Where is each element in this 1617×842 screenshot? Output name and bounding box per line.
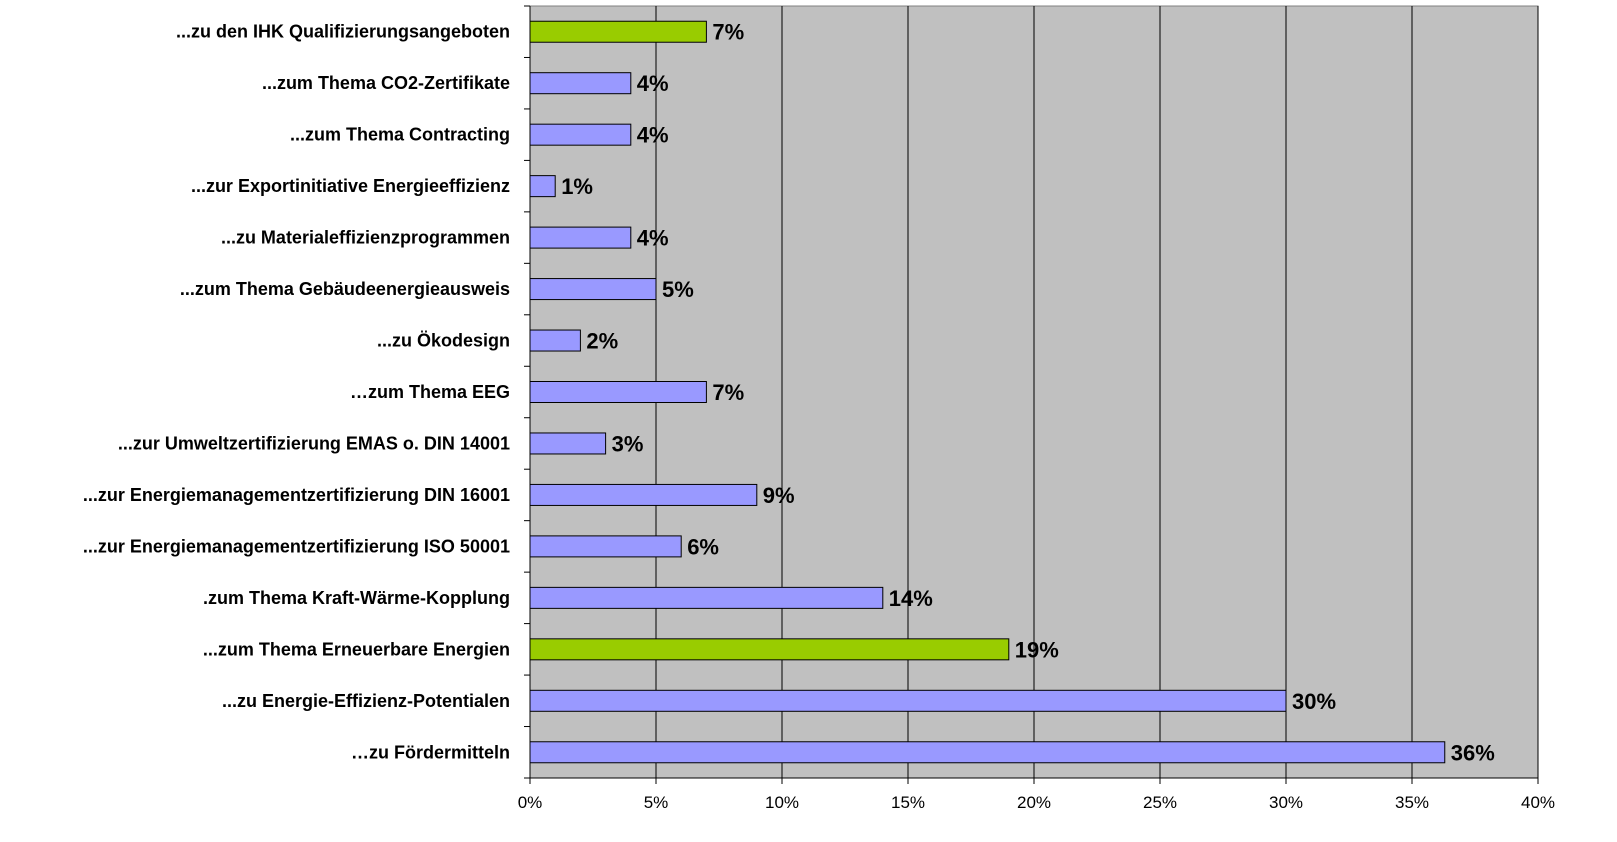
data-label: 36%	[1451, 740, 1495, 765]
bar	[529, 638, 1010, 661]
bar	[529, 689, 1287, 712]
x-tick-label: 40%	[1521, 793, 1555, 812]
x-tick-label: 10%	[765, 793, 799, 812]
data-label: 6%	[687, 534, 719, 559]
category-label: ...zur Umweltzertifizierung EMAS o. DIN …	[118, 433, 510, 453]
category-label: .zum Thema Kraft-Wärme-Kopplung	[203, 588, 510, 608]
category-label: ...zur Exportinitiative Energieeffizienz	[191, 176, 510, 196]
bars	[529, 20, 1446, 764]
category-label: …zum Thema EEG	[350, 382, 510, 402]
bar	[529, 20, 707, 43]
bar	[529, 123, 632, 146]
data-label: 14%	[889, 586, 933, 611]
data-label: 7%	[712, 380, 744, 405]
category-label: ...zum Thema Gebäudeenergieausweis	[180, 279, 510, 299]
bar	[529, 586, 884, 609]
category-label: ...zum Thema CO2-Zertifikate	[262, 73, 510, 93]
category-label: ...zur Energiemanagementzertifizierung I…	[83, 536, 510, 556]
data-label: 5%	[662, 277, 694, 302]
x-tick-label: 35%	[1395, 793, 1429, 812]
data-label: 4%	[637, 226, 669, 251]
x-tick-label: 0%	[518, 793, 543, 812]
category-label: …zu Fördermitteln	[351, 742, 510, 762]
x-tick-labels: 0% 5% 10% 15% 20% 25% 30% 35% 40%	[518, 793, 1555, 812]
x-tick-label: 5%	[644, 793, 669, 812]
category-label: ...zu Energie-Effizienz-Potentialen	[222, 691, 510, 711]
data-label: 30%	[1292, 689, 1336, 714]
x-tick-label: 15%	[891, 793, 925, 812]
category-label: ...zu Ökodesign	[377, 331, 510, 351]
data-label: 4%	[637, 123, 669, 148]
category-label: ...zum Thema Erneuerbare Energien	[203, 639, 510, 659]
x-tick-label: 25%	[1143, 793, 1177, 812]
category-labels: ...zu den IHK Qualifizierungsangeboten..…	[83, 22, 510, 763]
category-label: ...zu den IHK Qualifizierungsangeboten	[176, 22, 510, 42]
bar	[529, 175, 556, 198]
data-label: 19%	[1015, 637, 1059, 662]
bar	[529, 278, 657, 301]
category-label: ...zum Thema Contracting	[290, 125, 510, 145]
bar	[529, 329, 581, 352]
bar	[529, 535, 682, 558]
bar	[529, 226, 632, 249]
bar	[529, 741, 1446, 764]
bar	[529, 483, 758, 506]
axes	[524, 5, 1539, 784]
data-labels: 7% 4% 4% 1% 4% 5% 2% 7% 3% 9% 6% 14% 19% 30% 36%	[561, 20, 1495, 766]
data-label: 3%	[612, 431, 644, 456]
category-label: ...zur Energiemanagementzertifizierung D…	[83, 485, 510, 505]
x-tick-label: 20%	[1017, 793, 1051, 812]
bar	[529, 432, 607, 455]
category-label: ...zu Materialeffizienzprogrammen	[221, 228, 510, 248]
x-tick-label: 30%	[1269, 793, 1303, 812]
data-label: 1%	[561, 174, 593, 199]
data-label: 9%	[763, 483, 795, 508]
data-label: 2%	[586, 329, 618, 354]
data-label: 4%	[637, 71, 669, 96]
bar	[529, 72, 632, 95]
bar	[529, 381, 707, 403]
data-label: 7%	[712, 20, 744, 45]
